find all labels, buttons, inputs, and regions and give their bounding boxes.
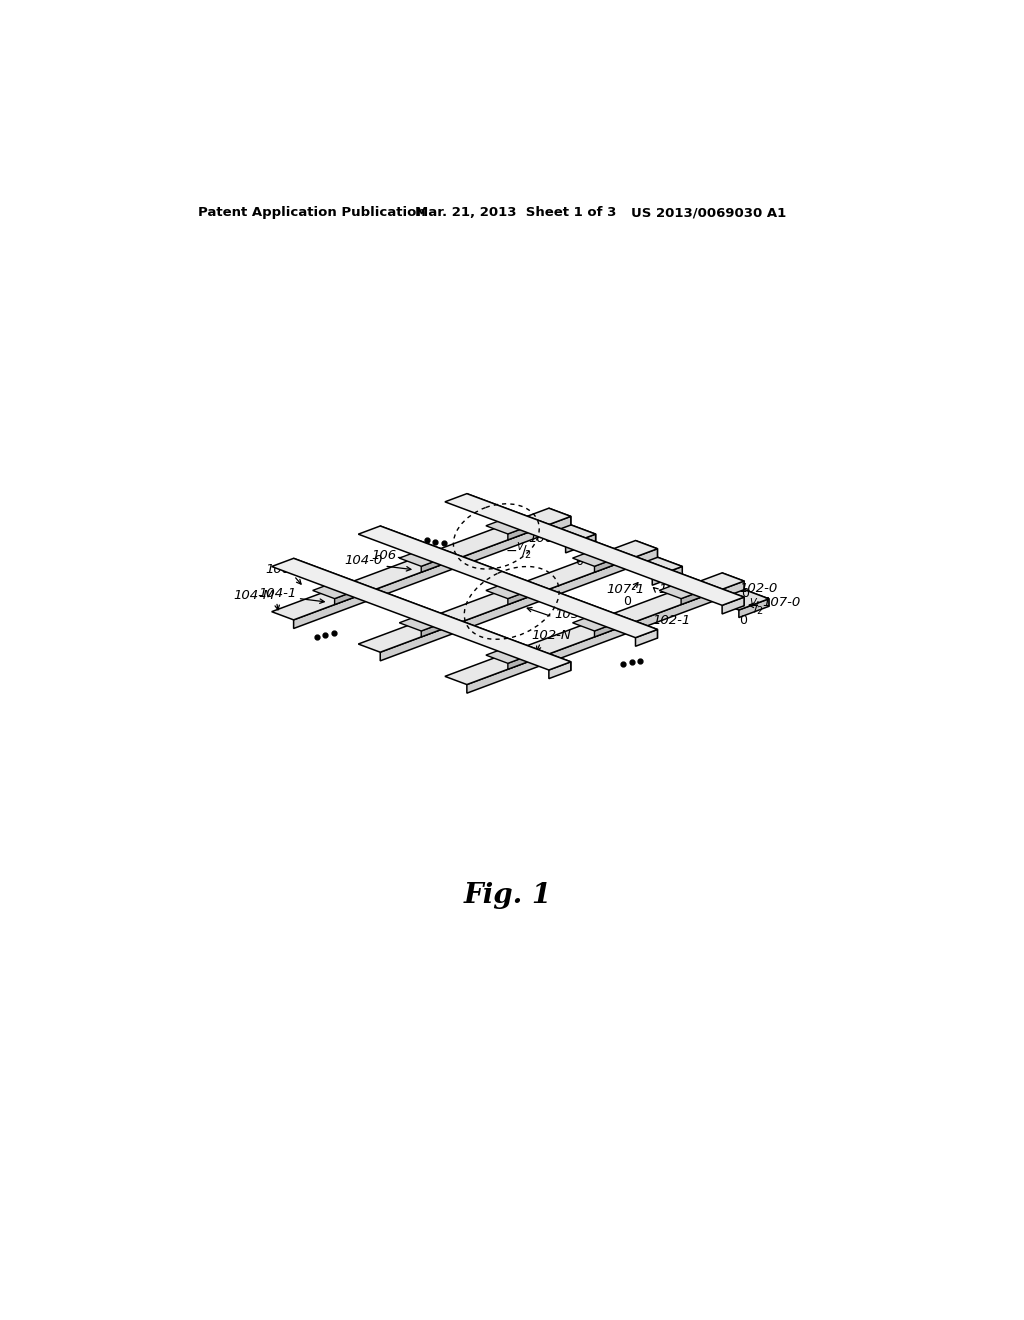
Polygon shape bbox=[652, 556, 682, 574]
Polygon shape bbox=[335, 582, 356, 597]
Text: 0: 0 bbox=[575, 554, 584, 568]
Polygon shape bbox=[271, 508, 570, 620]
Polygon shape bbox=[467, 494, 744, 606]
Polygon shape bbox=[399, 550, 443, 566]
Text: 107-0: 107-0 bbox=[762, 597, 800, 610]
Polygon shape bbox=[486, 582, 529, 599]
Text: Fig. 1: Fig. 1 bbox=[464, 882, 552, 909]
Polygon shape bbox=[486, 647, 529, 664]
Text: 106: 106 bbox=[528, 532, 553, 545]
Polygon shape bbox=[508, 517, 529, 532]
Text: Mar. 21, 2013  Sheet 1 of 3: Mar. 21, 2013 Sheet 1 of 3 bbox=[416, 206, 616, 219]
Polygon shape bbox=[508, 590, 529, 605]
Polygon shape bbox=[549, 508, 570, 525]
Text: 0: 0 bbox=[623, 595, 631, 607]
Text: 0: 0 bbox=[512, 525, 520, 537]
Text: 102-1: 102-1 bbox=[652, 614, 691, 627]
Polygon shape bbox=[595, 615, 616, 628]
Polygon shape bbox=[312, 582, 356, 599]
Polygon shape bbox=[595, 623, 616, 638]
Polygon shape bbox=[335, 590, 356, 605]
Polygon shape bbox=[636, 540, 657, 557]
Polygon shape bbox=[652, 566, 682, 585]
Polygon shape bbox=[294, 558, 570, 671]
Polygon shape bbox=[565, 523, 596, 541]
Text: $-^V\!/\!_2$: $-^V\!/\!_2$ bbox=[505, 540, 531, 561]
Polygon shape bbox=[536, 523, 596, 545]
Polygon shape bbox=[709, 587, 769, 610]
Text: 102-0: 102-0 bbox=[739, 582, 777, 594]
Text: Patent Application Publication: Patent Application Publication bbox=[199, 206, 426, 219]
Polygon shape bbox=[380, 525, 657, 638]
Polygon shape bbox=[486, 517, 529, 535]
Polygon shape bbox=[294, 516, 570, 628]
Polygon shape bbox=[358, 525, 657, 638]
Polygon shape bbox=[739, 599, 769, 618]
Text: 106: 106 bbox=[658, 582, 683, 595]
Polygon shape bbox=[421, 558, 443, 573]
Polygon shape bbox=[681, 582, 703, 597]
Polygon shape bbox=[358, 540, 657, 652]
Polygon shape bbox=[739, 587, 769, 606]
Text: 104-0: 104-0 bbox=[344, 554, 383, 568]
Text: 104-1: 104-1 bbox=[258, 587, 296, 599]
Text: 104-M: 104-M bbox=[233, 589, 274, 602]
Polygon shape bbox=[636, 630, 657, 647]
Polygon shape bbox=[659, 582, 703, 599]
Polygon shape bbox=[681, 590, 703, 605]
Text: $^V\!/\!_2$: $^V\!/\!_2$ bbox=[750, 595, 764, 616]
Polygon shape bbox=[722, 597, 744, 614]
Polygon shape bbox=[444, 494, 744, 606]
Polygon shape bbox=[572, 550, 616, 566]
Polygon shape bbox=[508, 647, 529, 661]
Polygon shape bbox=[508, 525, 529, 540]
Polygon shape bbox=[572, 615, 616, 631]
Text: 100: 100 bbox=[265, 562, 291, 576]
Text: 107-1: 107-1 bbox=[606, 583, 644, 597]
Polygon shape bbox=[623, 556, 682, 578]
Polygon shape bbox=[444, 573, 744, 685]
Polygon shape bbox=[549, 661, 570, 678]
Polygon shape bbox=[421, 550, 443, 564]
Text: 0: 0 bbox=[739, 614, 748, 627]
Polygon shape bbox=[508, 655, 529, 669]
Text: 106: 106 bbox=[372, 549, 396, 561]
Polygon shape bbox=[421, 615, 443, 628]
Polygon shape bbox=[595, 558, 616, 573]
Polygon shape bbox=[508, 582, 529, 597]
Text: 0: 0 bbox=[740, 587, 749, 601]
Polygon shape bbox=[595, 550, 616, 564]
Text: US 2013/0069030 A1: US 2013/0069030 A1 bbox=[631, 206, 786, 219]
Polygon shape bbox=[399, 615, 443, 631]
Polygon shape bbox=[467, 581, 744, 693]
Polygon shape bbox=[271, 558, 570, 671]
Polygon shape bbox=[722, 573, 744, 590]
Polygon shape bbox=[421, 623, 443, 638]
Text: 105: 105 bbox=[554, 609, 580, 622]
Polygon shape bbox=[565, 535, 596, 553]
Polygon shape bbox=[380, 549, 657, 661]
Text: 102-N: 102-N bbox=[531, 630, 571, 643]
